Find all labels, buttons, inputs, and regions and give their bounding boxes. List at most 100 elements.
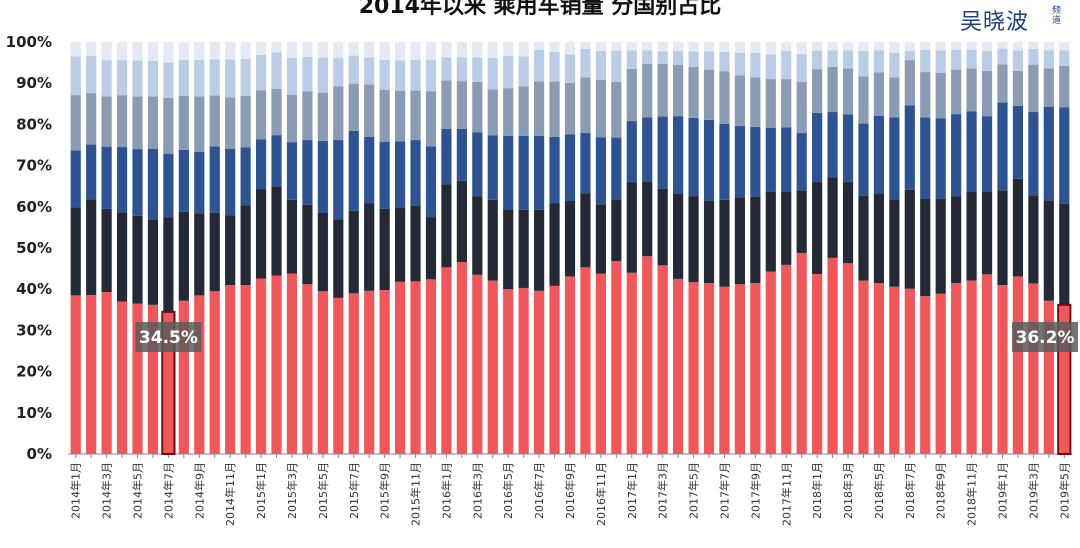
bar-segment <box>889 52 900 78</box>
x-tick-label: 2018年9月 <box>934 462 948 519</box>
highlight-label-bg <box>135 322 202 352</box>
bar-segment <box>549 81 560 137</box>
bar-segment <box>271 52 282 89</box>
bar-segment <box>302 140 313 205</box>
bar-segment <box>719 71 730 124</box>
x-tick-label: 2016年9月 <box>563 462 577 519</box>
bar-segment <box>626 50 637 69</box>
bar-segment <box>178 42 189 60</box>
x-tick-label: 2016年11月 <box>594 462 608 526</box>
bar-segment <box>1012 105 1024 179</box>
bar-segment <box>70 56 81 96</box>
bar-segment <box>395 208 406 282</box>
bar-segment <box>549 42 560 52</box>
bar-segment <box>580 193 591 268</box>
bar-segment <box>673 116 684 195</box>
x-tick-label: 2018年3月 <box>841 462 855 519</box>
bar-segment <box>951 283 962 454</box>
bar-segment <box>858 51 869 77</box>
bar-segment <box>935 293 946 454</box>
bar-segment <box>209 95 220 147</box>
bar-segment <box>194 213 205 296</box>
bar-segment <box>70 42 81 57</box>
bar-segment <box>425 217 437 280</box>
bar-segment <box>410 90 421 141</box>
highlight-label: 36.2% <box>1016 328 1075 348</box>
bar-segment <box>1028 283 1039 454</box>
bar-segment <box>765 127 776 192</box>
x-tick-label: 2015年7月 <box>347 462 361 519</box>
bar-segment <box>364 290 375 454</box>
y-tick-label: 0% <box>27 445 52 463</box>
bar-segment <box>812 69 823 113</box>
bar-segment <box>86 42 97 57</box>
bar-segment <box>209 146 220 213</box>
bar-segment <box>765 191 776 272</box>
bar-segment <box>379 141 390 209</box>
bar-segment <box>456 81 467 129</box>
bar-segment <box>889 199 900 287</box>
bar-segment <box>225 215 236 286</box>
bar-segment <box>503 56 514 89</box>
bar-segment <box>302 42 313 57</box>
bar-segment <box>348 83 359 131</box>
bar-segment <box>920 198 931 297</box>
bar-segment <box>873 72 885 116</box>
y-tick-label: 100% <box>6 33 52 51</box>
bar-segment <box>286 42 298 59</box>
x-tick-label: 2016年5月 <box>501 462 515 519</box>
bar-segment <box>920 42 931 50</box>
bar-segment <box>178 95 189 150</box>
bar-segment <box>487 280 498 454</box>
bar-segment <box>132 215 143 304</box>
bar-segment <box>1028 112 1039 196</box>
bar-segment <box>317 42 328 58</box>
bar-segment <box>379 290 390 454</box>
logo-text: 吴晓波 <box>960 10 1030 35</box>
bar-segment <box>225 59 236 98</box>
bar-segment <box>86 199 97 295</box>
bar-segment <box>70 295 81 454</box>
bar-segment <box>951 69 962 115</box>
bar-segment <box>564 276 576 454</box>
bar-segment <box>966 280 977 454</box>
bar-segment <box>410 42 421 60</box>
logo: 吴晓波 频道 <box>960 0 1072 42</box>
bar-segment <box>240 285 251 454</box>
bar-segment <box>564 201 576 277</box>
bar-segment <box>564 82 576 135</box>
bar-segment <box>472 57 483 82</box>
bar-segment <box>812 50 823 70</box>
highlight-outline <box>161 310 176 455</box>
bar-segment <box>842 263 854 454</box>
bar-segment <box>920 296 931 454</box>
bar-segment <box>549 285 560 454</box>
bar-segment <box>487 58 498 90</box>
y-tick-label: 60% <box>16 198 52 216</box>
bar-segment <box>580 49 591 78</box>
bar-segment <box>626 68 637 122</box>
bar-segment <box>425 60 437 92</box>
bar-segment <box>1059 107 1070 204</box>
bar-segment <box>642 50 653 64</box>
bar-segment <box>904 189 915 289</box>
bar-segment <box>796 252 807 454</box>
bar-segment <box>595 79 606 138</box>
bar-segment <box>518 56 529 87</box>
bar-segment <box>657 63 668 117</box>
bar-segment <box>271 88 282 136</box>
bar-segment <box>935 42 946 51</box>
y-tick-label: 10% <box>16 404 52 422</box>
bar-segment <box>395 60 406 91</box>
bar-segment <box>116 95 128 148</box>
bar-segment <box>225 97 236 149</box>
bar-segment <box>163 217 174 312</box>
x-tick-label: 2014年1月 <box>69 462 83 519</box>
bar-segment <box>966 68 977 112</box>
bar-segment <box>1059 203 1070 305</box>
x-tick-label: 2015年11月 <box>409 462 423 526</box>
bar-segment <box>518 209 529 288</box>
bar-segment <box>456 42 467 58</box>
bar-segment <box>642 256 653 454</box>
